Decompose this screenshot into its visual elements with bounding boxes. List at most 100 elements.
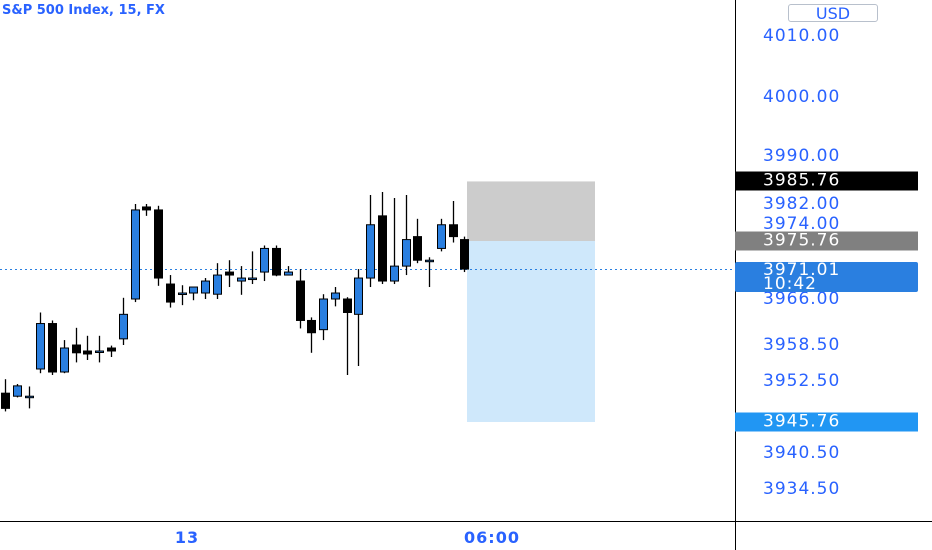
candle-body-down	[378, 215, 387, 282]
candle-body-down	[460, 239, 469, 270]
y-tick-label: 3940.50	[763, 443, 841, 463]
candle	[213, 263, 222, 299]
candle	[131, 204, 140, 303]
stop-loss-zone[interactable]	[467, 181, 595, 241]
candle-body-down	[1, 392, 10, 409]
y-tick-label: 4000.00	[763, 87, 841, 107]
candlestick-series	[1, 192, 469, 412]
candle	[284, 266, 293, 276]
candle-body-up	[331, 292, 340, 300]
candle	[189, 286, 198, 301]
candle	[319, 294, 328, 341]
candle	[142, 204, 151, 216]
y-tick-label: 3958.50	[763, 335, 841, 355]
candle-body-up	[284, 271, 293, 276]
candle	[272, 245, 281, 277]
candle-body-up	[95, 350, 104, 353]
candle	[460, 236, 469, 273]
candle	[107, 345, 116, 357]
candle	[1, 379, 10, 412]
candle	[13, 384, 22, 398]
bar-countdown: 10:42	[763, 274, 817, 294]
candle-body-up	[237, 277, 246, 282]
candle	[402, 195, 411, 276]
candle	[154, 205, 163, 286]
candle-body-up	[260, 247, 269, 273]
stop-price-label: 3985.76	[735, 170, 918, 191]
candle-body-down	[272, 247, 281, 276]
candle-body-down	[343, 298, 352, 313]
candle-body-up	[131, 209, 140, 300]
candle	[413, 218, 422, 264]
candle-body-down	[107, 347, 116, 352]
candle	[95, 335, 104, 363]
candle	[378, 192, 387, 285]
price-label-value: 3971.01	[763, 260, 841, 280]
candle	[390, 198, 399, 285]
candle-body-up	[60, 347, 69, 373]
candle-body-up	[248, 277, 257, 281]
candle	[248, 251, 257, 285]
y-tick-label: 3990.00	[763, 146, 841, 166]
x-tick-label: 13	[174, 528, 200, 547]
candle-body-down	[449, 224, 458, 238]
y-tick-label: 4010.00	[763, 26, 841, 46]
position-tool-zones	[467, 181, 595, 422]
price-label-value: 3985.76	[763, 170, 841, 191]
price-label-value: 3975.76	[763, 230, 841, 251]
candle-body-up	[178, 292, 187, 296]
candle	[449, 201, 458, 243]
currency-button[interactable]: USD	[788, 4, 878, 22]
take-profit-zone[interactable]	[467, 241, 595, 422]
candle	[331, 287, 340, 307]
candle	[166, 275, 175, 308]
candle	[260, 245, 269, 282]
candle-body-up	[13, 385, 22, 397]
candle	[296, 269, 305, 329]
target-price-label: 3945.76	[735, 411, 918, 432]
candle-body-up	[390, 265, 399, 282]
y-tick-label: 3952.50	[763, 371, 841, 391]
candle-body-down	[307, 319, 316, 334]
last-price-label: 3971.01 10:42	[735, 260, 918, 294]
candle	[354, 269, 363, 366]
candle-body-down	[48, 323, 57, 373]
candle-body-down	[142, 206, 151, 211]
candle	[201, 278, 210, 299]
candle-body-up	[366, 224, 375, 279]
candle-body-up	[36, 323, 45, 370]
candle	[225, 260, 234, 288]
candle-body-down	[166, 283, 175, 303]
y-tick-label: 3974.00	[763, 214, 841, 234]
candle-body-down	[72, 344, 81, 354]
entry-price-label: 3975.76	[735, 230, 918, 251]
candle	[343, 297, 352, 375]
candle-body-up	[425, 259, 434, 263]
candle-body-up	[119, 313, 128, 340]
candle-body-up	[25, 395, 34, 399]
candle	[25, 386, 34, 409]
candle	[425, 257, 434, 288]
candle-body-down	[83, 350, 92, 355]
candle-body-up	[189, 286, 198, 294]
price-label-value: 3945.76	[763, 411, 841, 432]
y-tick-label: 3982.00	[763, 194, 841, 214]
candle-body-up	[213, 274, 222, 295]
candle	[437, 218, 446, 252]
x-tick-label: 06:00	[464, 528, 520, 547]
candle-body-down	[296, 280, 305, 321]
candle	[72, 327, 81, 363]
candle	[60, 340, 69, 374]
candle	[366, 195, 375, 288]
candle	[83, 335, 92, 360]
candle-body-down	[225, 271, 234, 276]
y-tick-label: 3934.50	[763, 479, 841, 499]
candle	[307, 317, 316, 353]
candle-body-up	[319, 298, 328, 331]
candle-body-up	[402, 239, 411, 267]
candle	[36, 312, 45, 374]
y-tick-label: 3966.00	[763, 289, 841, 309]
candle	[237, 266, 246, 295]
candle	[48, 320, 57, 375]
